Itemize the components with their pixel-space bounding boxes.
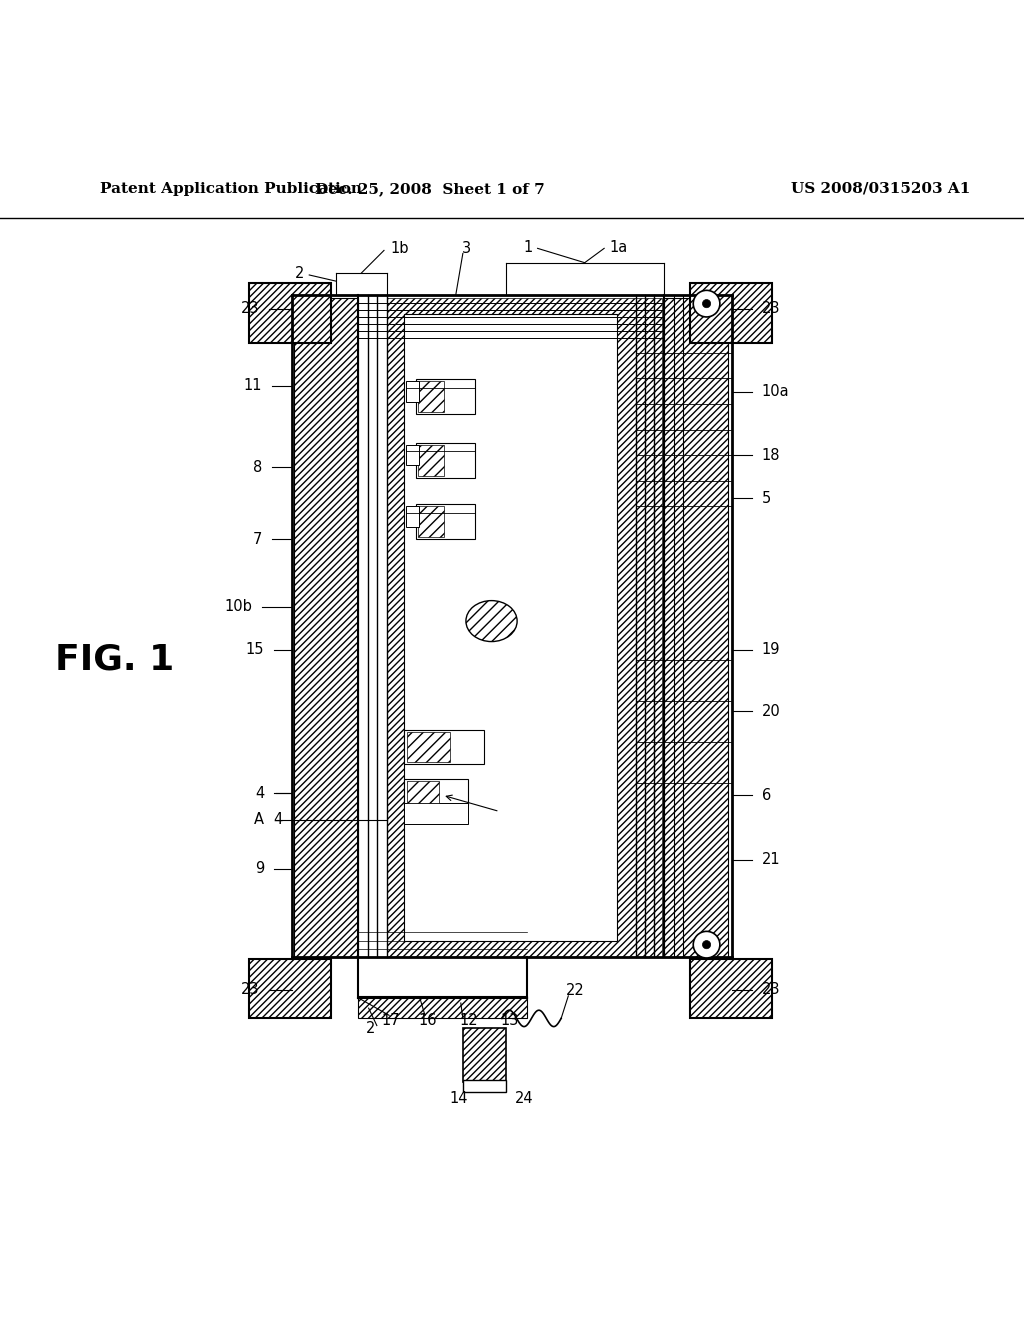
Bar [406,445,419,466]
Text: 5: 5 [762,491,771,506]
Text: US 2008/0315203 A1: US 2008/0315203 A1 [791,182,971,195]
Bar [418,445,444,475]
Bar [664,297,728,957]
Text: 20: 20 [762,704,780,718]
Text: 10a: 10a [762,384,790,399]
Bar [407,781,439,804]
Text: 1a: 1a [609,240,628,255]
Bar [358,995,527,1019]
Bar [404,804,468,824]
Text: 21: 21 [762,853,780,867]
Bar [690,284,772,343]
Bar [292,296,732,960]
Text: 23: 23 [241,982,259,997]
Text: 15: 15 [246,643,264,657]
Text: 3: 3 [463,240,471,256]
Bar [418,507,444,537]
Bar [404,779,468,805]
Text: FIG. 1: FIG. 1 [55,643,174,677]
Text: 18: 18 [762,447,780,463]
Bar [418,381,444,412]
Text: 7: 7 [253,532,262,546]
Bar [463,1080,506,1092]
Text: 23: 23 [241,301,259,317]
Text: 16: 16 [419,1012,437,1028]
Text: Patent Application Publication: Patent Application Publication [100,182,362,195]
Bar [249,960,331,1019]
Bar [404,314,617,941]
Text: 23: 23 [762,982,780,997]
Text: 23: 23 [762,301,780,317]
Circle shape [702,300,711,308]
Text: 11: 11 [244,378,262,393]
Text: 4: 4 [255,785,264,801]
Text: 8: 8 [253,459,262,475]
Text: 24: 24 [515,1090,534,1106]
Text: 12: 12 [460,1012,478,1028]
Bar [249,284,331,343]
Text: 6: 6 [762,788,771,803]
Circle shape [693,290,720,317]
Text: A: A [254,812,264,828]
Bar [416,379,475,414]
Bar [690,960,772,1019]
Text: 2: 2 [366,1022,376,1036]
Bar [387,297,662,957]
Ellipse shape [466,601,517,642]
Bar [463,1027,506,1082]
Text: 1: 1 [523,240,534,255]
Bar [406,507,419,527]
Circle shape [693,932,720,958]
Bar [404,730,484,764]
Text: 4: 4 [273,812,283,828]
Text: 10b: 10b [224,599,252,614]
Bar [416,504,475,539]
Text: 2: 2 [295,267,305,281]
Bar [294,297,358,957]
Circle shape [702,941,711,949]
Text: 13: 13 [501,1012,519,1028]
Bar [416,444,475,478]
Text: 14: 14 [450,1090,468,1106]
Text: 1b: 1b [390,240,409,256]
Text: Dec. 25, 2008  Sheet 1 of 7: Dec. 25, 2008 Sheet 1 of 7 [315,182,545,195]
Text: 9: 9 [255,862,264,876]
Bar [406,381,419,403]
Bar [407,731,450,763]
Text: 19: 19 [762,643,780,657]
Text: 17: 17 [382,1012,400,1028]
Text: 22: 22 [566,983,585,998]
